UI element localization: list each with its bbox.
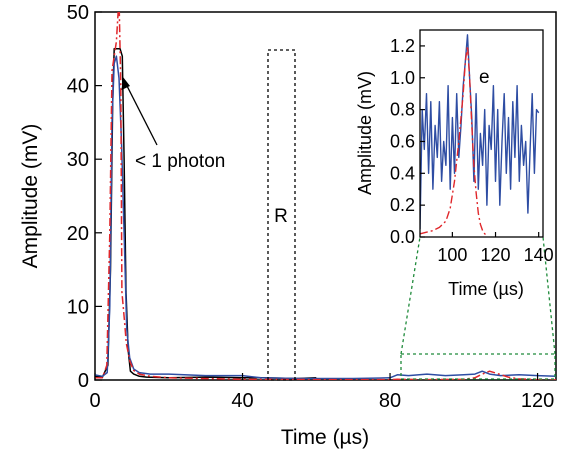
main-ticks-group: 0 40 80 120 0 10 20 30 40 50 xyxy=(67,2,554,412)
inset-frame xyxy=(419,29,544,238)
zoom-connector-right xyxy=(542,236,556,355)
photon-annotation: < 1 photon xyxy=(135,151,225,172)
main-y-tick-label: 20 xyxy=(67,223,89,245)
inset-x-tick-label: 120 xyxy=(481,245,511,265)
inset-y-tick-label: 0.8 xyxy=(390,100,415,120)
photon-arrow-head xyxy=(121,77,130,90)
photon-arrow xyxy=(124,81,158,146)
inset-y-tick-label: 0.6 xyxy=(390,131,415,151)
inset-y-tick-label: 0.2 xyxy=(390,195,415,215)
inset-x-axis-label: Time (µs) xyxy=(448,279,524,299)
y-axis-label: Amplitude (mV) xyxy=(19,124,42,269)
inset-panel-label: e xyxy=(479,67,490,88)
main-y-tick-label: 30 xyxy=(67,149,89,171)
main-series-line-2 xyxy=(95,12,556,380)
inset-x-tick-label: 140 xyxy=(524,245,554,265)
main-y-tick-label: 10 xyxy=(67,296,89,318)
inset-y-tick-label: 0.4 xyxy=(390,163,415,183)
zoom-connector-left xyxy=(400,236,421,355)
inset-y-axis-label: Amplitude (mV) xyxy=(355,71,375,195)
inset-x-tick-label: 100 xyxy=(437,245,467,265)
main-x-tick-label: 0 xyxy=(89,390,100,412)
region-r-label: R xyxy=(274,206,288,227)
inset-series-line-1 xyxy=(420,45,488,236)
main-x-tick-label: 40 xyxy=(231,390,253,412)
inset-series-group xyxy=(420,34,540,236)
main-x-tick-label: 80 xyxy=(379,390,401,412)
inset-y-tick-label: 1.2 xyxy=(390,36,415,56)
main-x-tick-label: 120 xyxy=(521,390,554,412)
x-axis-label: Time (µs) xyxy=(281,426,369,449)
inset-ticks-group: 100 120 140 0.0 0.2 0.4 0.6 0.8 1.0 1.2 xyxy=(390,36,554,265)
region-r-box xyxy=(267,49,296,381)
inset-series-line-0 xyxy=(420,34,540,230)
inset-y-tick-label: 0.0 xyxy=(390,227,415,247)
main-y-tick-label: 40 xyxy=(67,76,89,98)
main-y-tick-label: 0 xyxy=(78,370,89,392)
inset-y-tick-label: 1.0 xyxy=(390,68,415,88)
main-y-tick-label: 50 xyxy=(67,2,89,24)
